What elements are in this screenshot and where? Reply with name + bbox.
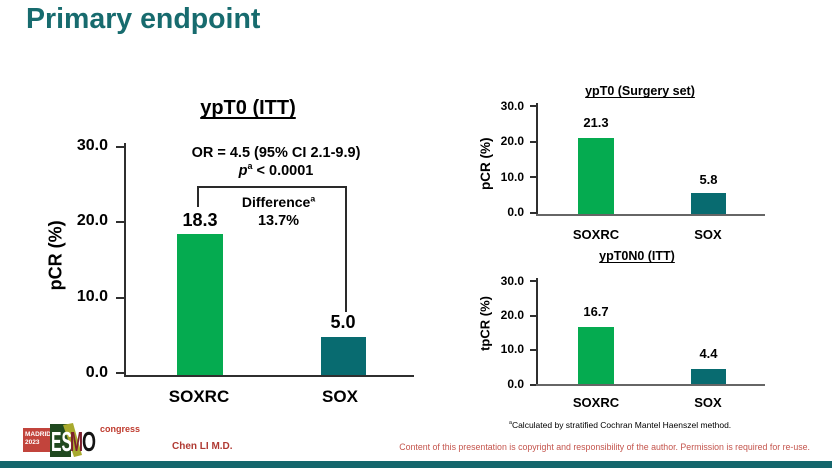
svg-text:O: O xyxy=(82,426,96,457)
svg-text:M: M xyxy=(70,426,83,457)
svg-text:ES: ES xyxy=(51,426,72,457)
